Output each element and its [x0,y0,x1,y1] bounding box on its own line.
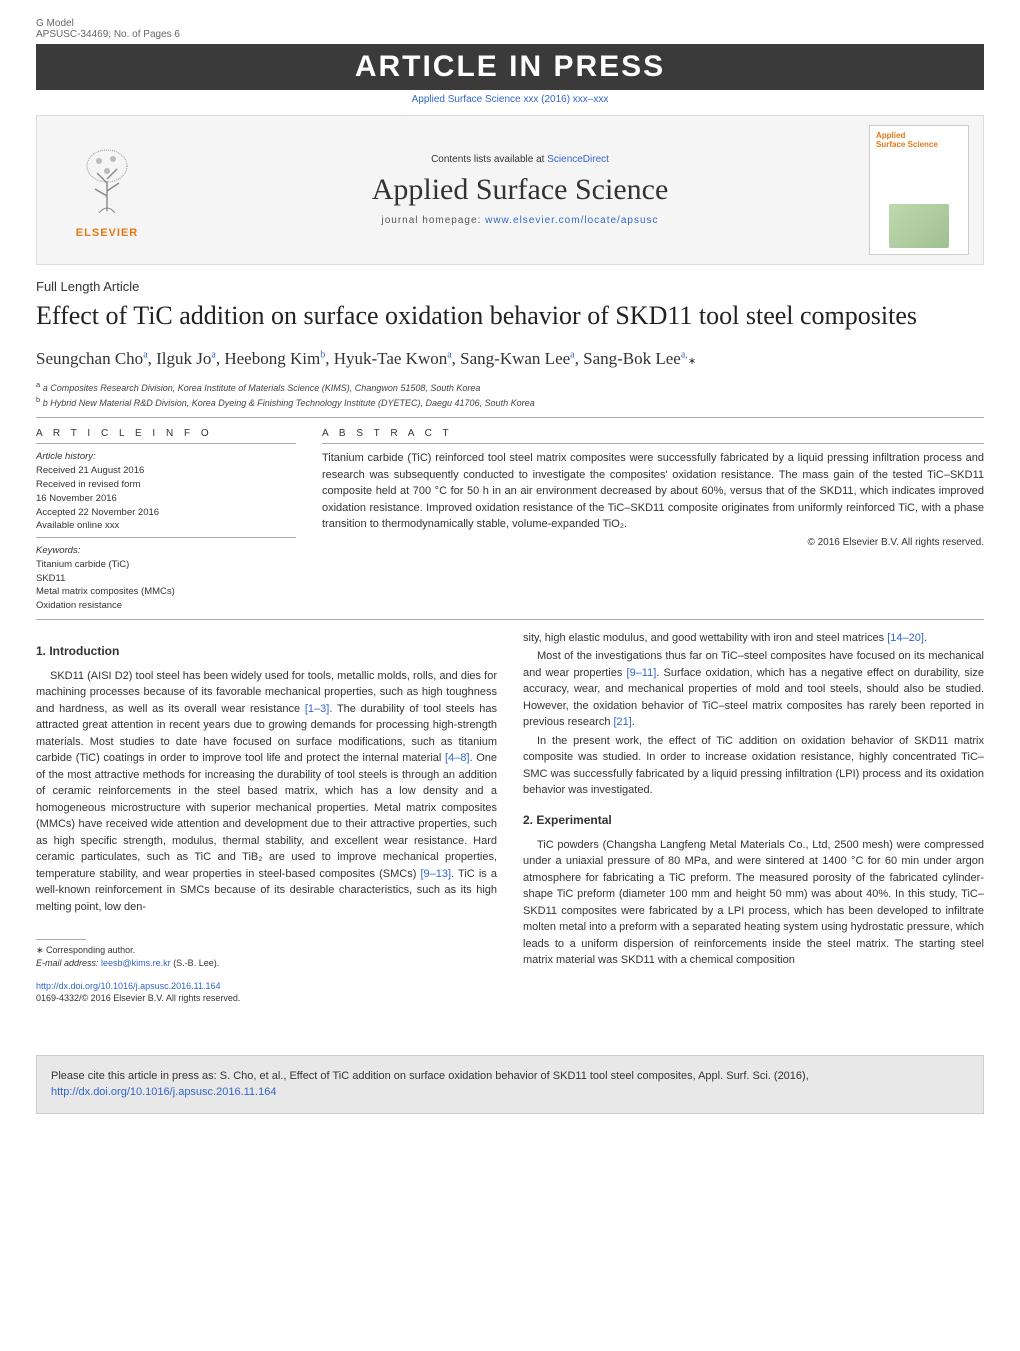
footnotes: ∗ Corresponding author. E-mail address: … [36,939,497,969]
contents-prefix: Contents lists available at [431,154,547,165]
journal-banner: ELSEVIER Contents lists available at Sci… [36,115,984,265]
ref-link[interactable]: [14–20] [887,632,924,644]
affiliation-b: b b Hybrid New Material R&D Division, Ko… [36,395,984,410]
elsevier-tree-icon [67,141,147,221]
email-label: E-mail address: [36,958,101,968]
keywords-label: Keywords: [36,544,296,558]
body-paragraph: In the present work, the effect of TiC a… [523,733,984,799]
ref-link[interactable]: [9–11] [627,667,657,679]
experimental-heading: 2. Experimental [523,813,984,827]
ref-link[interactable]: [4–8] [445,752,469,764]
journal-title: Applied Surface Science [177,173,863,207]
keyword: Oxidation resistance [36,599,296,613]
cite-doi-link[interactable]: http://dx.doi.org/10.1016/j.apsusc.2016.… [51,1086,276,1098]
history-label: Article history: [36,450,296,464]
abstract-col: A B S T R A C T Titanium carbide (TiC) r… [322,428,984,612]
ref-link[interactable]: [1–3] [305,703,329,715]
model-ident-row: G Model APSUSC-34469; No. of Pages 6 [36,18,984,40]
email-suffix: (S.-B. Lee). [171,958,220,968]
affiliation-a: a a Composites Research Division, Korea … [36,380,984,395]
author-aff-sup: a [143,349,147,360]
corresponding-author: ∗ Corresponding author. [36,944,497,957]
journal-homepage-link[interactable]: www.elsevier.com/locate/apsusc [485,215,658,226]
keyword: Metal matrix composites (MMCs) [36,585,296,599]
para-text: . One of the most attractive methods for… [36,752,497,880]
section-rule [36,417,984,418]
article-history: Article history: Received 21 August 2016… [36,450,296,533]
cover-image-icon [889,204,949,248]
history-line: Received 21 August 2016 [36,464,296,478]
keywords-block: Keywords: Titanium carbide (TiC) SKD11 M… [36,544,296,613]
info-abstract-row: A R T I C L E I N F O Article history: R… [36,428,984,612]
section-rule [36,619,984,620]
homepage-label: journal homepage: [381,215,485,226]
in-press-banner: ARTICLE IN PRESS [36,44,984,90]
history-line: 16 November 2016 [36,492,296,506]
ref-link[interactable]: [21] [614,716,632,728]
elsevier-label: ELSEVIER [76,227,138,239]
corresponding-email-line: E-mail address: leesb@kims.re.kr (S.-B. … [36,957,497,970]
mini-rule [36,443,296,444]
cover-title-2: Surface Science [876,141,962,150]
email-link[interactable]: leesb@kims.re.kr [101,958,171,968]
journal-center: Contents lists available at ScienceDirec… [177,154,863,226]
body-column-right: sity, high elastic modulus, and good wet… [523,630,984,1005]
corresponding-star: ∗ [688,356,696,367]
history-line: Available online xxx [36,519,296,533]
cite-text: Please cite this article in press as: S.… [51,1070,809,1082]
ref-link[interactable]: [9–13] [421,868,452,880]
elsevier-logo: ELSEVIER [37,116,177,264]
article-type: Full Length Article [36,279,984,294]
keyword: Titanium carbide (TiC) [36,558,296,572]
body-paragraph: Most of the investigations thus far on T… [523,648,984,731]
author-aff-sup: b [320,349,325,360]
article-title: Effect of TiC addition on surface oxidat… [36,300,984,333]
author-aff-sup: a [447,349,451,360]
body-paragraph: sity, high elastic modulus, and good wet… [523,630,984,647]
para-text: . [632,716,635,728]
para-text: . [924,632,927,644]
gmodel-label: G Model [36,18,180,29]
author-aff-sup: a [570,349,574,360]
author-aff-sup: a, [681,349,688,360]
journal-homepage-line: journal homepage: www.elsevier.com/locat… [177,215,863,226]
body-column-left: 1. Introduction SKD11 (AISI D2) tool ste… [36,630,497,1005]
body-columns: 1. Introduction SKD11 (AISI D2) tool ste… [36,630,984,1005]
keyword: SKD11 [36,572,296,586]
mini-rule [36,537,296,538]
authors-list: Seungchan Choa, Ilguk Joa, Heebong Kimb,… [36,347,984,371]
abstract-text: Titanium carbide (TiC) reinforced tool s… [322,450,984,533]
doi-link[interactable]: http://dx.doi.org/10.1016/j.apsusc.2016.… [36,981,220,991]
para-text: sity, high elastic modulus, and good wet… [523,632,887,644]
article-ref-line: Applied Surface Science xxx (2016) xxx–x… [36,90,984,115]
experimental-paragraph: TiC powders (Changsha Langfeng Metal Mat… [523,837,984,969]
article-info-label: A R T I C L E I N F O [36,428,296,439]
affiliation-b-text: b Hybrid New Material R&D Division, Kore… [43,398,535,408]
history-line: Received in revised form [36,478,296,492]
affiliation-a-text: a Composites Research Division, Korea In… [43,383,481,393]
intro-paragraph: SKD11 (AISI D2) tool steel has been wide… [36,668,497,916]
sciencedirect-link[interactable]: ScienceDirect [547,154,609,165]
model-ident: APSUSC-34469; No. of Pages 6 [36,29,180,40]
article-info-col: A R T I C L E I N F O Article history: R… [36,428,296,612]
mini-rule [322,443,984,444]
abstract-label: A B S T R A C T [322,428,984,439]
journal-cover-thumb: Applied Surface Science [869,125,969,255]
issn-line: 0169-4332/© 2016 Elsevier B.V. All right… [36,992,497,1005]
footnote-rule [36,939,86,940]
intro-heading: 1. Introduction [36,644,497,658]
doi-block: http://dx.doi.org/10.1016/j.apsusc.2016.… [36,980,497,1005]
history-line: Accepted 22 November 2016 [36,506,296,520]
author-aff-sup: a [211,349,215,360]
copyright-line: © 2016 Elsevier B.V. All rights reserved… [322,537,984,548]
contents-available-line: Contents lists available at ScienceDirec… [177,154,863,165]
affiliations: a a Composites Research Division, Korea … [36,380,984,409]
please-cite-box: Please cite this article in press as: S.… [36,1055,984,1114]
